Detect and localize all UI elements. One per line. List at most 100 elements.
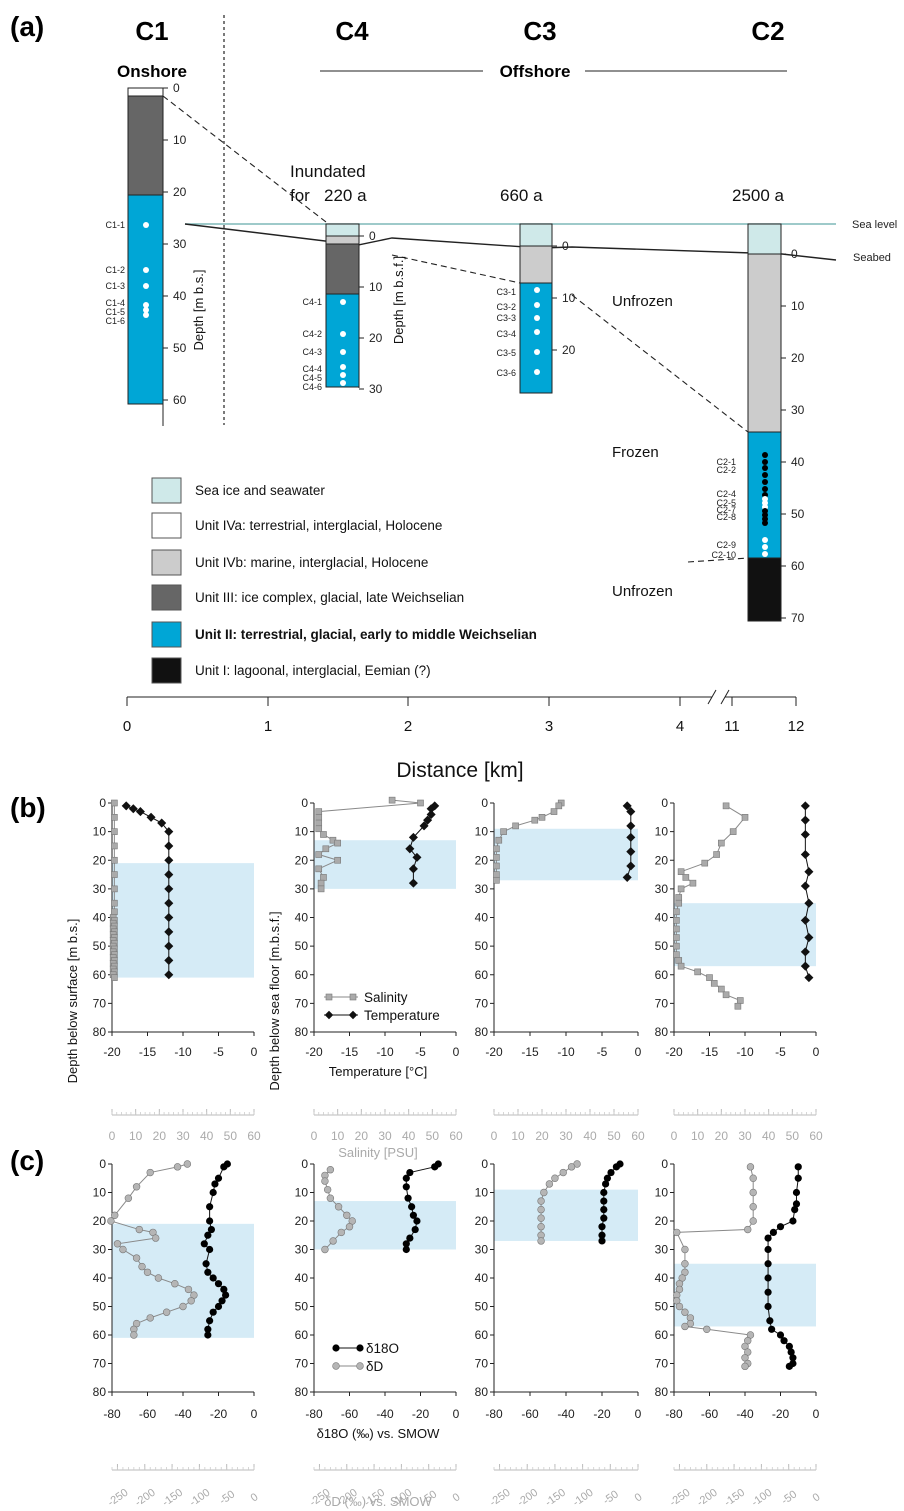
c1-depth-tick-label: 40	[173, 289, 187, 303]
age-label-c2: 2500 a	[732, 186, 785, 205]
correlation-line-3	[572, 295, 748, 432]
y-tick-label: 10	[93, 825, 107, 839]
y-tick-label: 30	[475, 882, 489, 896]
salinity-point	[673, 943, 679, 949]
salinity-point	[723, 992, 729, 998]
x-tick-label: -80	[103, 1407, 121, 1421]
d18o-axis-label: δ18O (‰) vs. SMOW	[317, 1426, 441, 1441]
d18o-point	[215, 1303, 222, 1310]
x2-tick-label: 40	[583, 1129, 597, 1143]
x2-tick-label: 40	[762, 1129, 776, 1143]
x2-tick-label: 0	[671, 1129, 678, 1143]
d18o-point	[206, 1217, 213, 1224]
site-label-c2: C2	[751, 16, 784, 46]
y-tick-label: 60	[475, 968, 489, 982]
unfrozen-label-2: Unfrozen	[612, 583, 673, 600]
y-tick-label: 70	[295, 996, 309, 1010]
x2-tick-label: 0	[249, 1491, 261, 1504]
salinity-point	[335, 840, 341, 846]
sample-label: C1-1	[105, 220, 125, 230]
y-tick-label: 20	[655, 853, 669, 867]
d18o-point	[211, 1180, 218, 1187]
salinity-point	[111, 872, 117, 878]
c2-depth-tick-label: 0	[791, 247, 798, 261]
salinity-point	[513, 823, 519, 829]
d18o-point	[404, 1195, 411, 1202]
x-tick-label: -5	[775, 1045, 786, 1059]
legend-salinity-label: Salinity	[364, 990, 408, 1005]
salinity-point	[556, 803, 562, 809]
temperature-point	[801, 881, 810, 890]
c4-depth-tick-label: 10	[369, 280, 383, 294]
y-tick-label: 60	[295, 1328, 309, 1342]
x-tick-label: -10	[736, 1045, 754, 1059]
profile-plot-b-1: 0 10 20 30 40 50 60 70 80 -20 -15 -10 -5 0 0 10 20 30 40 50…	[93, 796, 261, 1143]
salinity-axis-label: Salinity [PSU]	[338, 1145, 417, 1160]
core-column-c4	[326, 224, 359, 387]
y-tick-label: 10	[93, 1186, 107, 1200]
x2-tick-label: -250	[488, 1487, 513, 1509]
salinity-point	[318, 880, 324, 886]
d18o-point	[764, 1274, 771, 1281]
x2-tick-label: 10	[691, 1129, 705, 1143]
x2-tick-label: 0	[491, 1129, 498, 1143]
c3-unit-II	[520, 283, 552, 393]
x-tick-label: -80	[305, 1407, 323, 1421]
x-tick-label: -40	[736, 1407, 754, 1421]
x2-tick-label: -200	[133, 1487, 158, 1509]
dd-point	[673, 1229, 680, 1236]
distance-tick-label: 3	[545, 718, 553, 735]
y-tick-label: 40	[295, 1271, 309, 1285]
x-tick-label: -60	[341, 1407, 359, 1421]
x2-tick-label: 60	[631, 1129, 645, 1143]
sample-label: C4-1	[302, 297, 322, 307]
y-tick-label: 50	[295, 1300, 309, 1314]
legend-swatch	[152, 513, 181, 538]
sample-dot	[143, 222, 149, 228]
x2-tick-label: -100	[187, 1487, 212, 1509]
c3-unit-IVb	[520, 246, 552, 283]
d18o-point	[600, 1215, 607, 1222]
inundated-label: Inundated	[290, 162, 366, 181]
c1-depth-tick-label: 60	[173, 393, 187, 407]
x2-tick-label: -250	[106, 1487, 131, 1509]
y-tick-label: 10	[475, 825, 489, 839]
unit-II-band	[494, 1190, 638, 1241]
dd-point	[327, 1166, 334, 1173]
c2-depth-tick-label: 70	[791, 611, 805, 625]
x-tick-label: -20	[412, 1407, 430, 1421]
profile-plot-c-4: 01020304050607080-80 -60 -40 -20 0-250 -200 -1…	[655, 1157, 823, 1509]
site-label-c4: C4	[335, 16, 369, 46]
c3-sea	[520, 224, 552, 246]
salinity-point	[683, 874, 689, 880]
y-tick-label: 20	[93, 853, 107, 867]
dd-point	[560, 1169, 567, 1176]
dd-point	[133, 1255, 140, 1262]
x-tick-label: -5	[415, 1045, 426, 1059]
x2-tick-label: -100	[749, 1487, 774, 1509]
y-tick-label: 30	[93, 1243, 107, 1257]
d18o-point	[764, 1289, 771, 1296]
sample-dot	[534, 329, 540, 335]
temperature-point	[147, 813, 156, 822]
d18o-point	[598, 1237, 605, 1244]
dd-point	[322, 1178, 329, 1185]
y-tick-label: 30	[655, 1243, 669, 1257]
panel-label-c: (c)	[10, 1145, 44, 1176]
x-tick-label: -20	[103, 1045, 121, 1059]
salinity-point	[320, 831, 326, 837]
sample-dot	[762, 472, 768, 478]
sample-dot	[143, 283, 149, 289]
temperature-point	[164, 841, 173, 850]
y-tick-label: 80	[295, 1025, 309, 1039]
profile-plot-c-1: 01020304050607080-80 -60 -40 -20 0-250 -200 -1…	[93, 1157, 261, 1509]
legend-swatch	[152, 550, 181, 575]
profile-plot-b-3: 01020304050607080-20 -15 -10 -5 00 10 20 30 40 50…	[475, 796, 645, 1143]
salinity-point	[316, 814, 322, 820]
salinity-point	[676, 900, 682, 906]
dd-point	[163, 1309, 170, 1316]
sample-label: C4-3	[302, 347, 322, 357]
dd-point	[742, 1363, 749, 1370]
